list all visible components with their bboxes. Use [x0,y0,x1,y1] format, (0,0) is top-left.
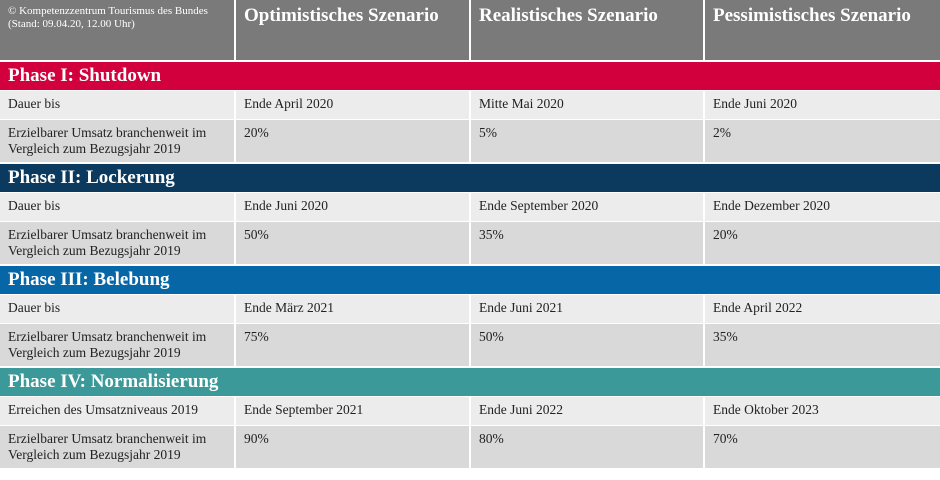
cell-value: Ende April 2020 [236,91,469,119]
cell-value: 35% [471,222,703,264]
cell-value: 50% [236,222,469,264]
column-header: Realistisches Szenario [471,0,703,60]
cell-value: 20% [705,222,940,264]
row-label: Erzielbarer Umsatz branchenweit im Vergl… [0,222,234,264]
row-label: Erreichen des Umsatzniveaus 2019 [0,397,234,425]
cell-value: 75% [236,324,469,366]
cell-value: Mitte Mai 2020 [471,91,703,119]
row-label: Dauer bis [0,295,234,323]
phase-title: Phase I: Shutdown [0,62,940,90]
phase-title: Phase II: Lockerung [0,164,940,192]
column-header: Pessimistisches Szenario [705,0,940,60]
cell-value: Ende Juni 2022 [471,397,703,425]
cell-value: 5% [471,120,703,162]
cell-value: 80% [471,426,703,468]
cell-value: Ende Juni 2020 [236,193,469,221]
row-label: Dauer bis [0,193,234,221]
cell-value: 2% [705,120,940,162]
cell-value: 20% [236,120,469,162]
row-label: Dauer bis [0,91,234,119]
cell-value: Ende März 2021 [236,295,469,323]
cell-value: 35% [705,324,940,366]
cell-value: 50% [471,324,703,366]
cell-value: Ende Dezember 2020 [705,193,940,221]
cell-value: Ende Oktober 2023 [705,397,940,425]
header-note: © Kompetenzzentrum Tourismus des Bundes … [0,0,234,60]
cell-value: Ende September 2020 [471,193,703,221]
row-label: Erzielbarer Umsatz branchenweit im Vergl… [0,324,234,366]
cell-value: 70% [705,426,940,468]
cell-value: Ende Juni 2021 [471,295,703,323]
cell-value: Ende April 2022 [705,295,940,323]
cell-value: Ende September 2021 [236,397,469,425]
phase-title: Phase IV: Normalisierung [0,368,940,396]
phase-title: Phase III: Belebung [0,266,940,294]
column-header: Optimistisches Szenario [236,0,469,60]
cell-value: 90% [236,426,469,468]
cell-value: Ende Juni 2020 [705,91,940,119]
row-label: Erzielbarer Umsatz branchenweit im Vergl… [0,426,234,468]
row-label: Erzielbarer Umsatz branchenweit im Vergl… [0,120,234,162]
